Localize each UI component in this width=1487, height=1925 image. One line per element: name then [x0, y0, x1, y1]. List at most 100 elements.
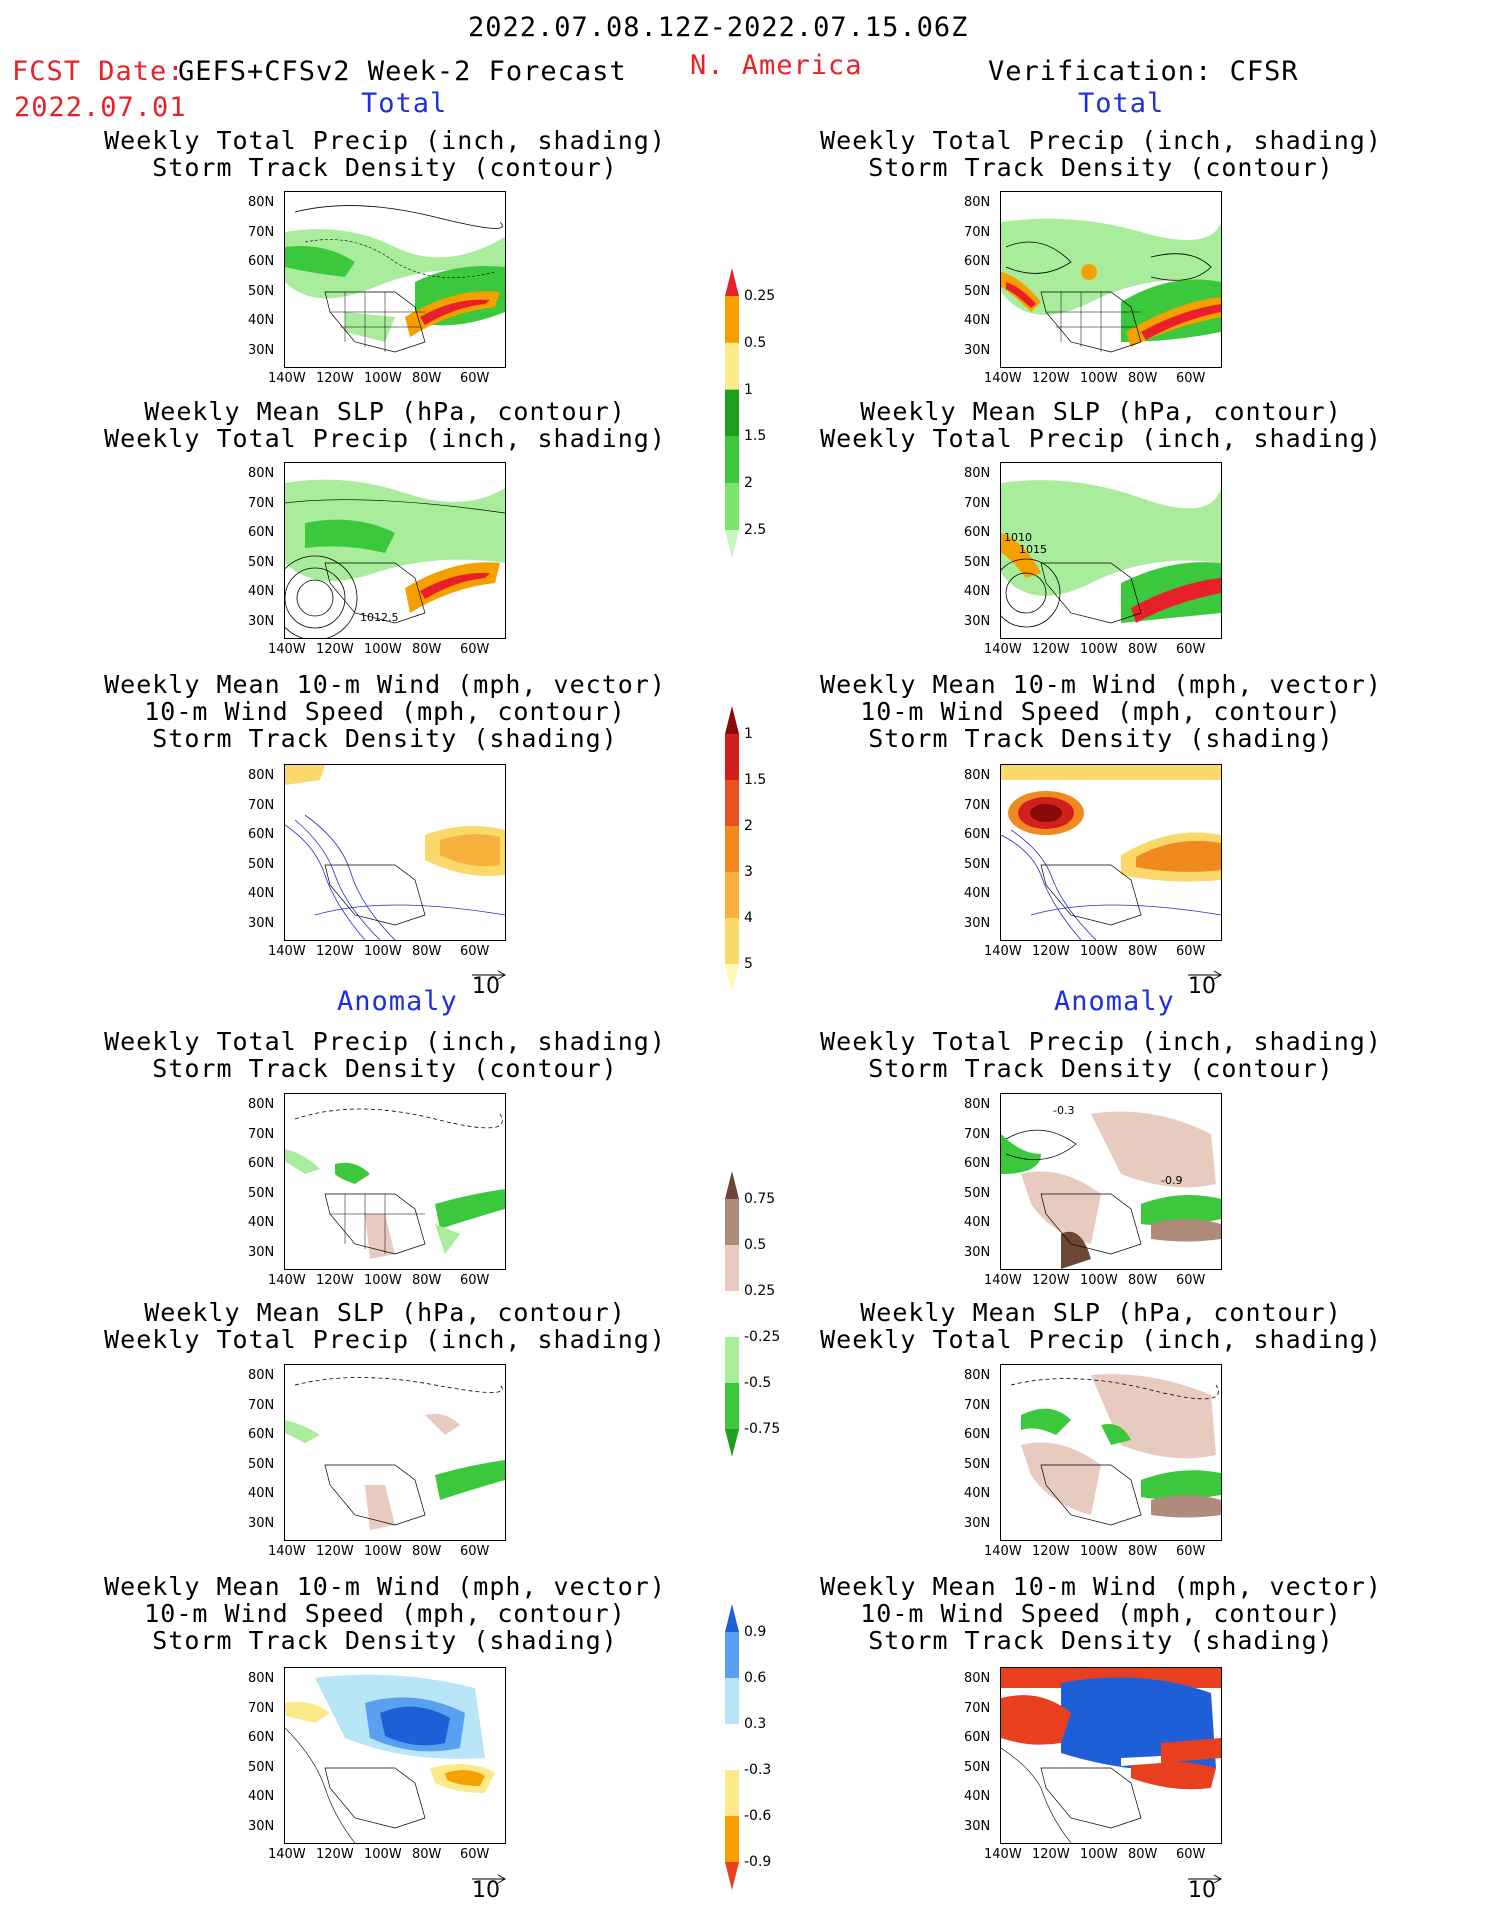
vector-ref-total-ver: 10: [1186, 966, 1226, 999]
lon-tick-label: 100W: [1080, 1847, 1118, 1862]
lon-tick-label: 80W: [1128, 371, 1158, 386]
lon-tick-label: 60W: [1176, 1544, 1206, 1559]
lat-tick-label: 40N: [964, 1215, 991, 1230]
lat-tick-label: 50N: [964, 856, 991, 872]
title-line: Weekly Mean SLP (hPa, contour): [144, 1298, 626, 1327]
lon-tick-label: 120W: [316, 1273, 354, 1288]
colorbar-label: 1.5: [744, 772, 767, 788]
title-line: Weekly Total Precip (inch, shading): [820, 1027, 1382, 1056]
colorbar-label: -0.6: [744, 1808, 772, 1824]
title-line: Storm Track Density (shading): [152, 724, 618, 753]
lon-tick-label: 80W: [1128, 944, 1158, 959]
colorbar-swatch: [725, 1678, 739, 1724]
fcst-date-label: FCST Date:: [12, 56, 185, 87]
slp-label: 1015: [1019, 543, 1047, 556]
colorbar-swatch: [725, 296, 739, 343]
lat-tick-label: 30N: [248, 915, 275, 931]
colorbar-label: 2: [744, 475, 753, 492]
colorbar-track-total: 1 1.5 2 3 4 5: [724, 706, 766, 992]
lon-tick-label: 80W: [412, 944, 442, 959]
colorbar-precip-total: 0.25 0.5 1 1.5 2 2.5: [724, 268, 775, 558]
colorbar-label: 1: [744, 726, 753, 742]
colorbar-graphic: [725, 706, 739, 992]
title-anom-slp-fcst: Weekly Mean SLP (hPa, contour) Weekly To…: [90, 1299, 680, 1353]
map-total-precip-fcst: [284, 191, 506, 368]
colorbar-swatch: [725, 1383, 739, 1429]
map-total-wind-ver: [1000, 764, 1222, 941]
lon-tick-label: 60W: [460, 642, 490, 657]
lon-tick-label: 60W: [1176, 642, 1206, 657]
lon-tick-label: 140W: [268, 371, 306, 386]
title-line: Weekly Total Precip (inch, shading): [820, 1325, 1382, 1354]
title-total-wind-ver: Weekly Mean 10-m Wind (mph, vector) 10-m…: [806, 671, 1396, 752]
lat-tick-label: 70N: [248, 1700, 275, 1716]
model-name: GEFS+CFSv2 Week-2 Forecast: [178, 56, 627, 87]
lon-tick-label: 120W: [316, 1544, 354, 1559]
vector-ref-label: 10: [472, 974, 500, 999]
section-total-left: Total: [361, 88, 448, 119]
track-label: -0.3: [1053, 1104, 1074, 1117]
lat-tick-label: 40N: [248, 1215, 275, 1230]
title-line: Storm Track Density (contour): [152, 153, 618, 182]
lat-tick-label: 40N: [964, 1789, 991, 1804]
lat-tick-label: 50N: [248, 554, 275, 570]
title-total-slp-ver: Weekly Mean SLP (hPa, contour) Weekly To…: [806, 398, 1396, 452]
lat-tick-label: 70N: [964, 224, 991, 240]
track-label: -0.9: [1161, 1174, 1182, 1187]
lon-tick-label: 60W: [1176, 944, 1206, 959]
title-anom-slp-ver: Weekly Mean SLP (hPa, contour) Weekly To…: [806, 1299, 1396, 1353]
colorbar-label: 0.25: [744, 288, 776, 304]
lon-tick-label: 140W: [984, 642, 1022, 657]
lon-tick-label: 120W: [1032, 371, 1070, 386]
lon-tick-label: 60W: [460, 371, 490, 386]
lat-tick-label: 70N: [964, 797, 991, 813]
lat-tick-label: 40N: [248, 584, 275, 599]
lat-tick-label: 80N: [964, 1671, 991, 1686]
lat-tick-label: 80N: [964, 1097, 991, 1112]
section-anomaly-right: Anomaly: [1054, 986, 1175, 1017]
colorbar-label: -0.9: [744, 1854, 772, 1870]
arrow-icon: [1188, 1874, 1223, 1884]
colorbar-label: 2: [744, 818, 753, 834]
lat-tick-label: 80N: [248, 768, 275, 783]
lat-tick-label: 50N: [964, 283, 991, 299]
colorbar-label: 0.5: [744, 334, 767, 351]
lon-tick-label: 80W: [1128, 642, 1158, 657]
lon-tick-label: 60W: [1176, 371, 1206, 386]
lon-tick-label: 100W: [364, 371, 402, 386]
map-anom-slp-fcst: [284, 1364, 506, 1541]
vector-ref-anom-fcst: 10: [470, 1870, 510, 1903]
colorbar-label: 0.3: [744, 1716, 767, 1732]
colorbar-label: 0.9: [744, 1624, 767, 1640]
title-total-precip-fcst: Weekly Total Precip (inch, shading) Stor…: [90, 127, 680, 181]
title-line: Weekly Mean SLP (hPa, contour): [144, 397, 626, 426]
lon-tick-label: 100W: [1080, 1273, 1118, 1288]
lat-tick-label: 70N: [248, 1126, 275, 1142]
lon-tick-label: 100W: [364, 1273, 402, 1288]
lon-tick-label: 60W: [1176, 1273, 1206, 1288]
lon-tick-label: 100W: [364, 642, 402, 657]
title-line: 10-m Wind Speed (mph, contour): [144, 697, 626, 726]
lat-tick-label: 40N: [248, 1789, 275, 1804]
lon-tick-label: 100W: [1080, 642, 1118, 657]
lon-tick-label: 140W: [984, 1847, 1022, 1862]
title-line: 10-m Wind Speed (mph, contour): [860, 1599, 1342, 1628]
title-total-precip-ver: Weekly Total Precip (inch, shading) Stor…: [806, 127, 1396, 181]
lon-tick-label: 80W: [412, 1544, 442, 1559]
title-line: Weekly Mean SLP (hPa, contour): [860, 1298, 1342, 1327]
lat-tick-label: 40N: [248, 313, 275, 328]
colorbar-label: -0.5: [744, 1375, 772, 1391]
lon-tick-label: 80W: [412, 642, 442, 657]
lat-tick-label: 80N: [248, 195, 275, 210]
colorbar-swatch: [725, 483, 739, 530]
lon-tick-label: 60W: [460, 1847, 490, 1862]
lon-tick-label: 100W: [364, 1847, 402, 1862]
map-total-slp-ver: 1010 1015: [1000, 462, 1222, 639]
colorbar-label: 4: [744, 910, 753, 926]
title-line: Weekly Mean SLP (hPa, contour): [860, 397, 1342, 426]
colorbar-swatch: [725, 1724, 739, 1770]
colorbar-graphic: [725, 268, 739, 558]
map-anom-wind-fcst: [284, 1667, 506, 1844]
colorbar-swatch: [725, 872, 739, 918]
colorbar-swatch: [725, 1604, 739, 1632]
